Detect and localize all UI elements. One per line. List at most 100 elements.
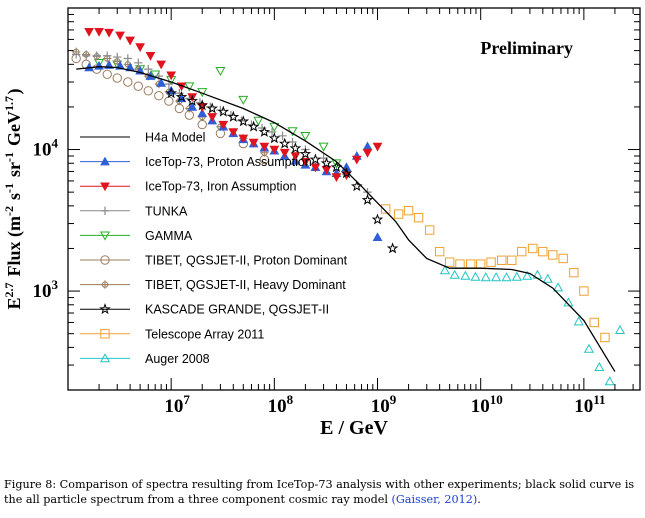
data-point: [259, 142, 270, 152]
legend-marker: [100, 255, 110, 265]
data-point: [156, 78, 167, 87]
series-telescope-array-2011: [380, 204, 610, 343]
y-axis-title: E2.7 Flux (m-2 s-1 sr-1 GeV1.7 ): [2, 88, 25, 309]
data-point: [300, 131, 311, 142]
legend-label: TIBET, QGSJET-II, Heavy Dominant: [145, 278, 346, 292]
legend: H4a Model IceTop-73, Proton Assumption Ice…: [80, 131, 348, 366]
legend-entry: Telescope Array 2011: [80, 327, 264, 341]
data-point: [290, 152, 301, 162]
data-point: [94, 27, 104, 37]
data-point: [113, 52, 122, 62]
data-point: [614, 324, 626, 334]
data-point: [522, 270, 533, 280]
x-tick-label: 108: [268, 392, 294, 417]
data-point: [517, 246, 527, 257]
data-point: [331, 173, 342, 182]
data-point: [480, 272, 491, 282]
legend-label: Telescope Array 2011: [145, 327, 264, 341]
legend-marker: [100, 206, 110, 215]
data-point: [197, 108, 208, 118]
data-point: [507, 255, 517, 265]
data-point: [94, 58, 105, 69]
data-point: [154, 91, 164, 101]
data-point: [380, 204, 391, 214]
data-point: [569, 267, 579, 278]
legend-marker: [100, 156, 110, 166]
y-tick-label: 104: [33, 136, 59, 161]
legend-marker: [100, 182, 110, 192]
data-point: [434, 246, 445, 257]
data-point: [238, 134, 249, 144]
data-point: [491, 272, 502, 282]
data-point: [206, 102, 219, 114]
data-point: [279, 148, 290, 158]
data-point: [102, 69, 112, 80]
data-point: [238, 95, 249, 105]
data-point: [123, 54, 133, 63]
x-tick-labels: 107 108 109 1010 1011: [164, 392, 605, 417]
series-auger-2008: [439, 265, 626, 386]
data-point: [81, 51, 91, 60]
y-tick-labels: 103 104: [33, 136, 59, 303]
data-point: [362, 148, 373, 158]
data-point: [439, 265, 450, 275]
data-point: [386, 242, 399, 254]
data-point: [248, 138, 259, 148]
legend-label: IceTop-73, Iron Assumption: [145, 180, 297, 194]
data-point: [361, 193, 374, 205]
data-point: [511, 271, 522, 281]
plot-area: [71, 27, 626, 386]
x-tick-label: 1011: [574, 392, 605, 417]
data-point: [600, 332, 610, 343]
data-point: [144, 64, 153, 74]
data-point: [278, 131, 287, 141]
data-point: [218, 120, 229, 130]
data-point: [300, 157, 311, 167]
data-point: [424, 225, 435, 235]
data-point: [145, 51, 156, 61]
data-point: [143, 86, 153, 96]
data-point: [501, 272, 512, 282]
data-point: [215, 66, 226, 77]
legend-entry: KASCADE GRANDE, QGSJET-II: [80, 303, 329, 317]
data-point: [497, 255, 507, 265]
legend-entry: Auger 2008: [80, 352, 210, 366]
data-point: [289, 142, 302, 154]
data-point: [154, 71, 164, 81]
data-point: [269, 145, 280, 155]
data-point: [103, 51, 112, 60]
data-point: [558, 253, 568, 264]
data-point: [104, 28, 114, 38]
data-point: [371, 213, 384, 225]
data-point: [135, 43, 145, 53]
legend-entry: TUNKA: [80, 204, 188, 218]
data-point: [321, 165, 332, 175]
data-point: [165, 87, 178, 99]
data-point: [268, 132, 281, 144]
data-point: [71, 50, 81, 59]
legend-entry: TIBET, QGSJET-II, Proton Dominant: [80, 254, 348, 268]
data-point: [548, 250, 558, 260]
data-point: [184, 82, 195, 92]
data-point: [444, 257, 455, 267]
x-tick-label: 109: [371, 392, 397, 417]
data-point: [253, 116, 264, 126]
data-point: [552, 282, 564, 292]
legend-label: GAMMA: [145, 229, 193, 243]
legend-label: H4a Model: [145, 131, 205, 145]
data-point: [115, 31, 125, 41]
data-point: [134, 58, 143, 68]
data-point: [318, 142, 329, 152]
data-point: [310, 163, 321, 173]
data-point: [175, 90, 188, 103]
legend-marker: [100, 280, 110, 289]
figure-caption: Figure 8: Comparison of spectra resultin…: [4, 478, 636, 507]
legend-marker: [99, 303, 111, 315]
data-point: [166, 85, 177, 95]
legend-marker: [99, 231, 111, 241]
x-tick-label: 107: [164, 392, 190, 417]
data-point: [528, 243, 538, 254]
data-point: [125, 36, 135, 46]
data-point: [112, 73, 122, 83]
data-point: [237, 115, 250, 127]
